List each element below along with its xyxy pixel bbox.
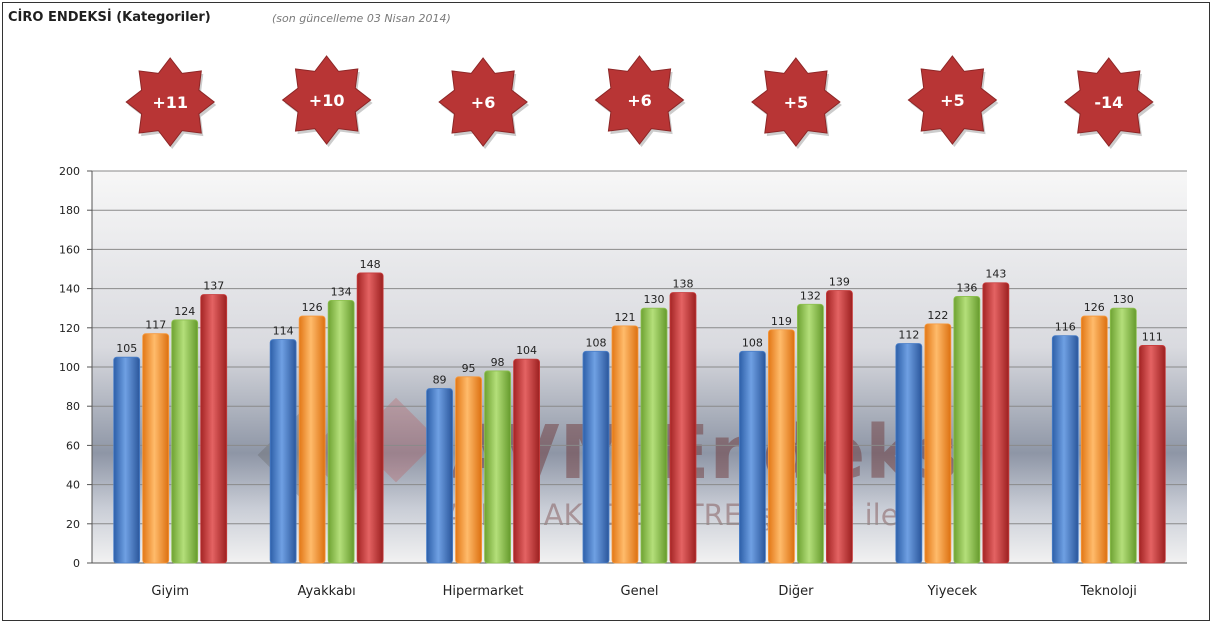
x-tick-label: Teknoloji <box>1080 584 1137 599</box>
bar-yiyecek-s2 <box>924 323 952 564</box>
bar-hipermarket-s3 <box>484 370 511 564</box>
data-label: 126 <box>1084 301 1105 314</box>
data-label: 117 <box>145 319 166 332</box>
data-label: 121 <box>615 311 636 324</box>
data-label: 132 <box>800 289 821 302</box>
data-label: 108 <box>742 336 763 349</box>
bar-yiyecek-s4 <box>982 282 1010 564</box>
data-label: 143 <box>985 268 1006 281</box>
bar-ayakkabı-s3 <box>327 299 355 564</box>
data-label: 119 <box>771 315 792 328</box>
star-shape <box>594 55 685 145</box>
change-badge-genel: +6 <box>594 55 686 147</box>
data-label: 148 <box>360 258 381 271</box>
y-tick-label: 180 <box>59 204 80 217</box>
y-tick-label: 20 <box>66 518 80 531</box>
bar-hipermarket-s2 <box>455 376 482 564</box>
x-tick-label: Yiyecek <box>927 584 978 599</box>
y-tick-label: 160 <box>59 243 80 256</box>
data-label: 98 <box>491 356 505 369</box>
bar-ayakkabı-s1 <box>269 339 297 564</box>
bar-diğer-s1 <box>739 350 766 564</box>
change-badge-yiyecek: +5 <box>907 55 999 147</box>
data-label: 138 <box>673 278 694 291</box>
data-label: 89 <box>433 374 447 387</box>
data-label: 114 <box>273 325 294 338</box>
bar-genel-s3 <box>640 307 668 564</box>
star-shape <box>438 57 528 147</box>
chart-title: CİRO ENDEKSİ (Kategoriler) <box>8 10 211 25</box>
change-badge-diğer: +5 <box>751 57 842 149</box>
bar-genel-s2 <box>611 325 639 564</box>
data-label: 134 <box>331 285 352 298</box>
bar-genel-s1 <box>582 350 610 564</box>
change-value: -14 <box>1094 93 1123 112</box>
data-label: 105 <box>116 342 137 355</box>
bar-diğer-s2 <box>768 329 795 564</box>
bar-yiyecek-s1 <box>895 343 923 564</box>
bar-giyim-s2 <box>142 333 170 564</box>
data-label: 136 <box>956 281 977 294</box>
bar-giyim-s3 <box>171 319 199 564</box>
chart-subtitle: (son güncelleme 03 Nisan 2014) <box>272 12 451 25</box>
change-value: +10 <box>309 91 345 110</box>
change-value: +5 <box>784 93 809 112</box>
bar-yiyecek-s3 <box>953 296 981 564</box>
y-tick-label: 80 <box>66 400 80 413</box>
data-label: 126 <box>302 301 323 314</box>
data-label: 122 <box>927 309 948 322</box>
data-label: 116 <box>1055 321 1076 334</box>
bar-hipermarket-s4 <box>513 358 540 564</box>
star-shape <box>751 57 841 147</box>
change-value: +11 <box>152 93 188 112</box>
bar-ayakkabı-s4 <box>356 272 384 564</box>
bar-genel-s4 <box>669 292 697 564</box>
bar-hipermarket-s1 <box>426 388 453 564</box>
data-label: 95 <box>462 362 476 375</box>
data-label: 130 <box>644 293 665 306</box>
y-tick-label: 140 <box>59 283 80 296</box>
x-tick-label: Genel <box>621 584 659 599</box>
change-value: +6 <box>471 93 496 112</box>
bar-teknoloji-s1 <box>1051 335 1079 564</box>
change-badge-giyim: +11 <box>125 57 217 149</box>
bar-teknoloji-s2 <box>1080 315 1108 564</box>
y-tick-label: 60 <box>66 439 80 452</box>
data-label: 108 <box>586 336 607 349</box>
x-tick-label: Giyim <box>151 584 189 599</box>
change-value: +5 <box>940 91 965 110</box>
y-tick-label: 120 <box>59 322 80 335</box>
bar-giyim-s1 <box>113 356 141 564</box>
data-label: 111 <box>1142 330 1163 343</box>
y-tick-label: 40 <box>66 479 80 492</box>
change-badge-teknoloji: -14 <box>1063 57 1155 149</box>
data-label: 124 <box>174 305 195 318</box>
data-label: 104 <box>516 344 537 357</box>
x-tick-label: Hipermarket <box>443 584 524 599</box>
data-label: 137 <box>203 279 224 292</box>
y-tick-label: 100 <box>59 361 80 374</box>
bar-giyim-s4 <box>200 294 228 564</box>
data-label: 112 <box>898 328 919 341</box>
change-value: +6 <box>627 91 652 110</box>
star-shape <box>125 57 216 147</box>
star-shape <box>281 55 372 145</box>
data-label: 139 <box>829 276 850 289</box>
bar-diğer-s4 <box>826 290 853 564</box>
data-label: 130 <box>1113 293 1134 306</box>
y-tick-label: 200 <box>59 165 80 178</box>
x-tick-label: Ayakkabı <box>297 584 355 599</box>
bar-teknoloji-s4 <box>1138 345 1166 564</box>
bar-teknoloji-s3 <box>1109 307 1137 564</box>
star-shape <box>1063 57 1154 147</box>
star-shape <box>907 55 998 145</box>
x-tick-label: Diğer <box>778 584 814 599</box>
change-badge-ayakkabı: +10 <box>281 55 373 147</box>
y-tick-label: 0 <box>73 557 80 570</box>
bar-ayakkabı-s2 <box>298 315 326 564</box>
bar-diğer-s3 <box>797 303 824 564</box>
change-badge-hipermarket: +6 <box>438 57 530 149</box>
